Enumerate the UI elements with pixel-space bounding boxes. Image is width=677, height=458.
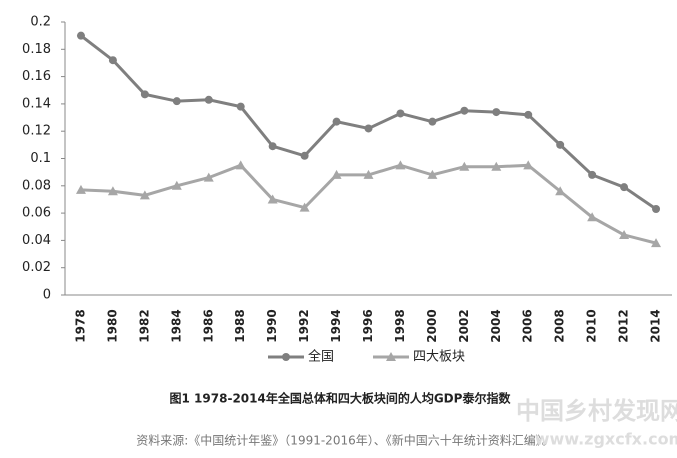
data-point [427,169,438,179]
watermark: 中国乡村发现网 [516,397,677,425]
y-tick-label: 0.06 [22,206,51,221]
y-tick-label: 0.12 [22,124,51,139]
data-point [107,186,118,196]
x-tick-label: 1988 [233,309,247,342]
data-point [140,90,149,99]
legend-label: 四大板块 [413,350,465,365]
data-point [428,117,437,126]
series-line [80,34,657,211]
x-tick-label: 2014 [649,309,663,342]
data-point [395,160,406,170]
data-point [363,169,374,179]
data-point [236,102,245,111]
x-tick-label: 2002 [457,309,471,342]
y-tick-label: 0.08 [22,178,51,193]
source-note: 资料来源:《中国统计年鉴》（1991-2016年）、《新中国六十年统计资料汇编》… [136,433,553,448]
x-tick-label: 1980 [105,309,119,342]
data-point [651,238,662,248]
x-tick-label: 2004 [489,309,503,342]
legend-label: 全国 [308,349,334,365]
data-point [588,170,597,179]
data-point [523,160,534,170]
data-point [460,106,469,115]
data-point [331,169,342,179]
data-point [139,190,150,200]
x-tick-label: 2000 [425,309,439,342]
data-point [76,31,85,40]
data-point [620,183,629,192]
data-point [332,117,341,126]
x-tick-label: 2012 [617,309,631,342]
y-tick-label: 0.2 [30,15,51,30]
x-tick-label: 1984 [169,309,183,342]
data-point [396,109,405,118]
x-tick-label: 1982 [137,309,151,342]
data-point [235,160,246,170]
y-tick-label: 0.18 [22,42,51,57]
data-point [587,212,598,222]
x-tick-label: 1986 [201,309,215,342]
data-point [172,97,181,106]
chart-caption: 图1 1978-2014年全国总体和四大板块间的人均GDP泰尔指数 [170,391,512,406]
y-tick-label: 0.14 [22,96,51,111]
x-tick-label: 1998 [393,309,407,342]
y-tick-label: 0.1 [30,151,51,166]
legend-marker [282,353,290,361]
x-tick-label: 1996 [361,309,375,342]
data-point [267,194,278,204]
data-point [204,95,213,104]
x-tick-label: 2006 [521,309,535,342]
y-tick-label: 0.04 [22,233,51,248]
y-tick-label: 0.16 [22,69,51,84]
y-tick-label: 0 [43,288,51,303]
watermark-url: www.zgxcfx.com [535,430,677,449]
x-tick-label: 1992 [297,309,311,342]
x-tick-label: 2008 [553,309,567,342]
data-point [171,180,182,190]
data-point [364,124,373,133]
y-tick-label: 0.02 [22,260,51,275]
x-tick-label: 1978 [73,309,87,342]
data-point [524,110,533,119]
data-point [652,205,661,214]
data-point [556,140,565,149]
legend-marker [386,352,396,361]
data-point [555,186,566,196]
data-point [203,172,214,182]
data-point [459,161,470,171]
data-point [108,56,117,65]
data-point [619,229,630,239]
data-point [300,151,309,160]
data-point [268,142,277,151]
data-point [491,161,502,171]
x-tick-label: 1990 [265,309,279,342]
data-point [75,184,86,194]
x-tick-label: 2010 [585,309,599,342]
data-point [299,202,310,212]
x-tick-label: 1994 [329,309,343,342]
data-point [492,108,501,117]
